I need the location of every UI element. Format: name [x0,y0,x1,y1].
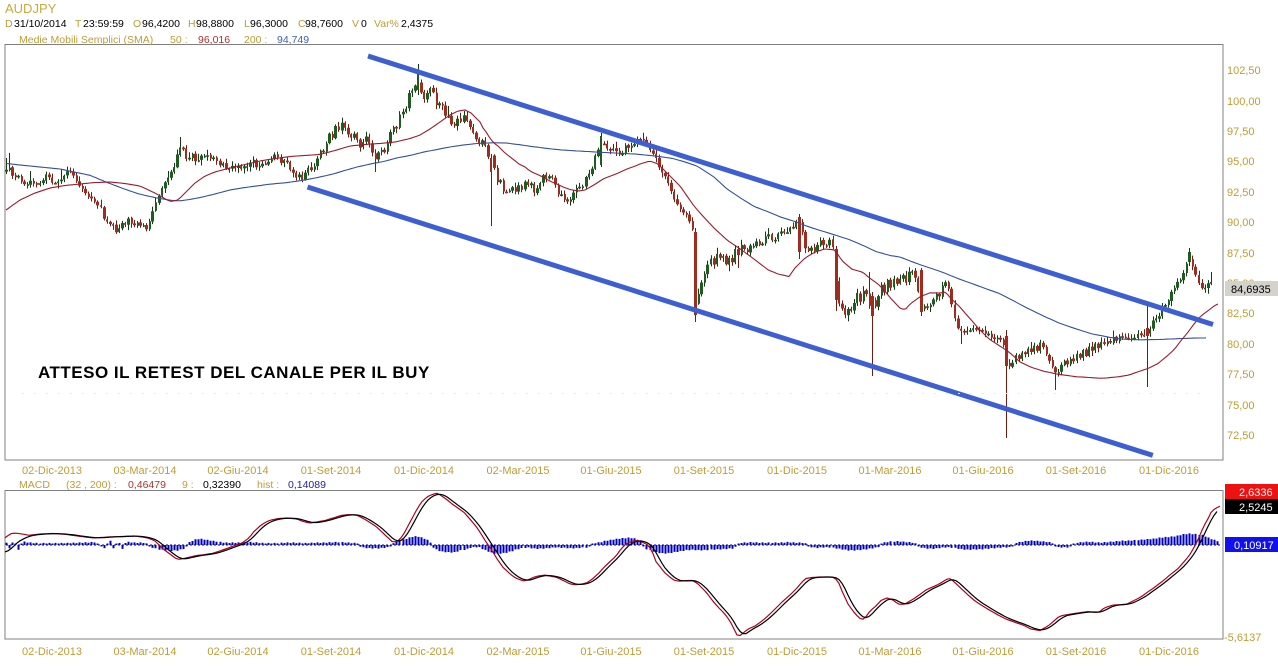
svg-text:100,00: 100,00 [1227,96,1261,108]
svg-text:90,00: 90,00 [1227,217,1255,229]
svg-text:L: L [244,18,250,30]
svg-text:01-Set-2015: 01-Set-2015 [674,646,735,658]
svg-text:94,749: 94,749 [277,34,309,46]
svg-text:MACD: MACD [19,479,50,491]
svg-text:01-Giu-2016: 01-Giu-2016 [952,646,1013,658]
svg-text:03-Mar-2014: 03-Mar-2014 [114,465,177,477]
svg-text:98,7600: 98,7600 [305,18,343,30]
svg-text:96,3000: 96,3000 [250,18,288,30]
svg-text:01-Set-2016: 01-Set-2016 [1046,465,1107,477]
svg-text:02-Giu-2014: 02-Giu-2014 [207,646,268,658]
svg-text:9 :: 9 : [182,479,194,491]
svg-text:72,50: 72,50 [1227,430,1255,442]
svg-text:77,50: 77,50 [1227,369,1255,381]
svg-text:01-Mar-2016: 01-Mar-2016 [859,646,922,658]
svg-text:01-Set-2014: 01-Set-2014 [301,646,362,658]
svg-text:03-Mar-2014: 03-Mar-2014 [114,646,177,658]
svg-text:(32 , 200) :: (32 , 200) : [66,479,117,491]
svg-text:01-Giu-2015: 01-Giu-2015 [580,465,641,477]
svg-text:50 :: 50 : [170,34,188,46]
svg-text:84,6935: 84,6935 [1231,284,1271,296]
svg-text:H: H [188,18,196,30]
svg-text:2,6336: 2,6336 [1239,487,1273,499]
svg-text:O: O [133,18,141,30]
svg-text:75,00: 75,00 [1227,400,1255,412]
svg-text:96,016: 96,016 [198,34,230,46]
svg-text:01-Set-2014: 01-Set-2014 [301,465,362,477]
svg-text:97,50: 97,50 [1227,126,1255,138]
svg-text:87,50: 87,50 [1227,248,1255,260]
svg-text:02-Mar-2015: 02-Mar-2015 [487,646,550,658]
svg-text:01-Set-2016: 01-Set-2016 [1046,646,1107,658]
svg-text:92,50: 92,50 [1227,187,1255,199]
svg-text:V: V [352,18,359,30]
svg-text:C: C [298,18,306,30]
svg-text:0,14089: 0,14089 [288,479,326,491]
svg-text:Var%: Var% [374,18,399,30]
svg-text:01-Giu-2016: 01-Giu-2016 [952,465,1013,477]
svg-text:Medie Mobili Semplici (SMA): Medie Mobili Semplici (SMA) [19,34,153,46]
svg-text:01-Dic-2014: 01-Dic-2014 [394,465,454,477]
svg-text:01-Dic-2016: 01-Dic-2016 [1139,646,1199,658]
svg-text:95,00: 95,00 [1227,156,1255,168]
svg-text:102,50: 102,50 [1227,65,1261,77]
svg-text:80,00: 80,00 [1227,339,1255,351]
svg-text:98,8800: 98,8800 [196,18,234,30]
svg-text:02-Mar-2015: 02-Mar-2015 [487,465,550,477]
svg-text:01-Dic-2016: 01-Dic-2016 [1139,465,1199,477]
svg-text:AUDJPY: AUDJPY [5,1,57,16]
svg-text:2,5245: 2,5245 [1239,502,1273,514]
svg-text:200 :: 200 : [244,34,267,46]
svg-text:-5,6137: -5,6137 [1224,632,1261,644]
svg-text:0,10917: 0,10917 [1234,540,1274,552]
svg-text:02-Giu-2014: 02-Giu-2014 [207,465,268,477]
svg-text:01-Dic-2014: 01-Dic-2014 [394,646,454,658]
svg-text:ATTESO IL RETEST DEL CANALE PE: ATTESO IL RETEST DEL CANALE PER IL BUY [38,363,430,382]
svg-text:31/10/2014: 31/10/2014 [14,18,67,30]
svg-text:82,50: 82,50 [1227,308,1255,320]
svg-text:01-Dic-2015: 01-Dic-2015 [767,465,827,477]
svg-text:02-Dic-2013: 02-Dic-2013 [22,646,82,658]
svg-text:01-Set-2015: 01-Set-2015 [674,465,735,477]
svg-text:23:59:59: 23:59:59 [83,18,124,30]
svg-text:hist :: hist : [257,479,279,491]
svg-text:0,32390: 0,32390 [203,479,241,491]
svg-text:01-Dic-2015: 01-Dic-2015 [767,646,827,658]
svg-text:0: 0 [361,18,367,30]
svg-text:T: T [75,18,82,30]
svg-text:0,46479: 0,46479 [128,479,166,491]
svg-text:01-Mar-2016: 01-Mar-2016 [859,465,922,477]
svg-text:01-Giu-2015: 01-Giu-2015 [580,646,641,658]
svg-text:02-Dic-2013: 02-Dic-2013 [22,465,82,477]
svg-text:2,4375: 2,4375 [401,18,433,30]
svg-text:96,4200: 96,4200 [142,18,180,30]
svg-text:D: D [5,18,13,30]
